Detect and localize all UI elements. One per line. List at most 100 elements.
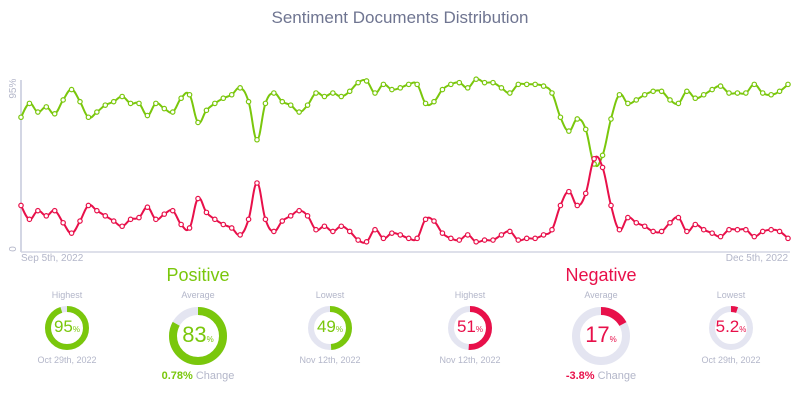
- data-point-positive[interactable]: [321, 93, 328, 100]
- data-point-positive[interactable]: [523, 81, 530, 88]
- data-point-positive[interactable]: [599, 152, 606, 159]
- data-point-negative[interactable]: [768, 226, 774, 233]
- data-point-negative[interactable]: [304, 213, 311, 219]
- data-point-negative[interactable]: [456, 237, 463, 243]
- data-point-negative[interactable]: [102, 213, 109, 219]
- data-point-positive[interactable]: [313, 90, 319, 96]
- data-point-positive[interactable]: [405, 81, 412, 88]
- data-point-positive[interactable]: [380, 81, 387, 88]
- data-point-positive[interactable]: [473, 76, 479, 82]
- data-point-negative[interactable]: [591, 155, 597, 162]
- data-point-negative[interactable]: [330, 228, 336, 235]
- data-point-negative[interactable]: [709, 230, 715, 236]
- data-point-negative[interactable]: [355, 237, 361, 243]
- data-point-negative[interactable]: [540, 232, 547, 238]
- data-point-positive[interactable]: [228, 91, 235, 98]
- data-point-negative[interactable]: [77, 218, 83, 224]
- data-point-negative[interactable]: [136, 214, 142, 221]
- data-point-negative[interactable]: [389, 230, 395, 236]
- data-point-positive[interactable]: [262, 100, 269, 107]
- data-point-negative[interactable]: [574, 202, 581, 209]
- data-point-positive[interactable]: [363, 78, 370, 84]
- data-point-positive[interactable]: [667, 97, 673, 103]
- data-point-negative[interactable]: [405, 235, 412, 242]
- data-point-positive[interactable]: [397, 85, 404, 91]
- data-point-positive[interactable]: [85, 114, 92, 121]
- data-point-positive[interactable]: [153, 100, 159, 107]
- data-point-positive[interactable]: [304, 102, 311, 108]
- data-point-positive[interactable]: [709, 86, 715, 93]
- data-point-negative[interactable]: [296, 207, 302, 214]
- data-point-positive[interactable]: [675, 100, 682, 107]
- data-point-negative[interactable]: [313, 226, 319, 233]
- data-point-positive[interactable]: [35, 109, 41, 115]
- data-point-positive[interactable]: [507, 90, 513, 96]
- data-point-negative[interactable]: [26, 216, 33, 223]
- data-point-positive[interactable]: [574, 116, 581, 122]
- data-point-negative[interactable]: [751, 233, 758, 240]
- data-point-negative[interactable]: [414, 235, 420, 242]
- data-point-positive[interactable]: [26, 100, 33, 107]
- data-point-positive[interactable]: [60, 97, 66, 103]
- data-point-negative[interactable]: [692, 221, 699, 228]
- data-point-negative[interactable]: [212, 216, 218, 223]
- data-point-negative[interactable]: [60, 219, 66, 226]
- data-point-negative[interactable]: [684, 228, 690, 235]
- data-point-negative[interactable]: [717, 233, 724, 240]
- data-point-negative[interactable]: [608, 202, 614, 209]
- data-point-positive[interactable]: [566, 128, 572, 134]
- data-point-negative[interactable]: [658, 228, 665, 235]
- data-point-positive[interactable]: [582, 126, 589, 133]
- data-point-positive[interactable]: [734, 90, 741, 96]
- data-point-negative[interactable]: [346, 228, 353, 235]
- data-point-positive[interactable]: [110, 98, 117, 105]
- data-point-negative[interactable]: [734, 226, 741, 233]
- data-point-positive[interactable]: [279, 98, 286, 105]
- data-point-positive[interactable]: [549, 90, 555, 96]
- data-point-negative[interactable]: [85, 202, 92, 209]
- data-point-negative[interactable]: [144, 204, 151, 211]
- data-point-positive[interactable]: [608, 116, 614, 122]
- data-point-positive[interactable]: [18, 114, 24, 121]
- data-point-positive[interactable]: [532, 81, 538, 88]
- data-point-positive[interactable]: [515, 81, 522, 88]
- data-point-negative[interactable]: [94, 207, 100, 214]
- data-point-negative[interactable]: [380, 235, 387, 242]
- data-point-negative[interactable]: [523, 235, 530, 242]
- data-point-positive[interactable]: [178, 95, 184, 102]
- data-point-negative[interactable]: [254, 180, 260, 186]
- data-point-negative[interactable]: [127, 216, 134, 223]
- data-point-negative[interactable]: [566, 188, 572, 195]
- data-point-positive[interactable]: [464, 85, 471, 91]
- data-point-negative[interactable]: [498, 232, 505, 238]
- data-point-positive[interactable]: [330, 90, 336, 96]
- data-point-positive[interactable]: [692, 95, 699, 102]
- data-point-positive[interactable]: [717, 83, 724, 89]
- data-point-negative[interactable]: [245, 216, 252, 223]
- data-point-negative[interactable]: [228, 225, 235, 231]
- data-point-negative[interactable]: [35, 207, 41, 214]
- data-point-positive[interactable]: [422, 100, 429, 107]
- data-point-negative[interactable]: [549, 226, 555, 233]
- data-point-negative[interactable]: [776, 228, 783, 235]
- data-point-positive[interactable]: [448, 81, 454, 88]
- data-point-positive[interactable]: [51, 110, 58, 117]
- data-point-positive[interactable]: [212, 100, 218, 107]
- data-point-positive[interactable]: [498, 85, 505, 91]
- data-point-negative[interactable]: [110, 218, 117, 224]
- data-point-positive[interactable]: [127, 100, 134, 107]
- data-point-positive[interactable]: [456, 79, 463, 86]
- data-point-negative[interactable]: [448, 235, 454, 242]
- data-point-positive[interactable]: [414, 81, 420, 88]
- data-point-negative[interactable]: [119, 223, 125, 230]
- data-point-positive[interactable]: [77, 98, 83, 105]
- data-point-negative[interactable]: [616, 226, 623, 233]
- data-point-positive[interactable]: [136, 100, 142, 107]
- data-point-positive[interactable]: [633, 97, 640, 103]
- data-point-positive[interactable]: [203, 107, 210, 114]
- data-point-negative[interactable]: [481, 237, 488, 243]
- data-point-positive[interactable]: [102, 102, 109, 108]
- data-point-negative[interactable]: [473, 239, 479, 245]
- data-point-positive[interactable]: [557, 114, 564, 121]
- data-point-positive[interactable]: [346, 88, 353, 95]
